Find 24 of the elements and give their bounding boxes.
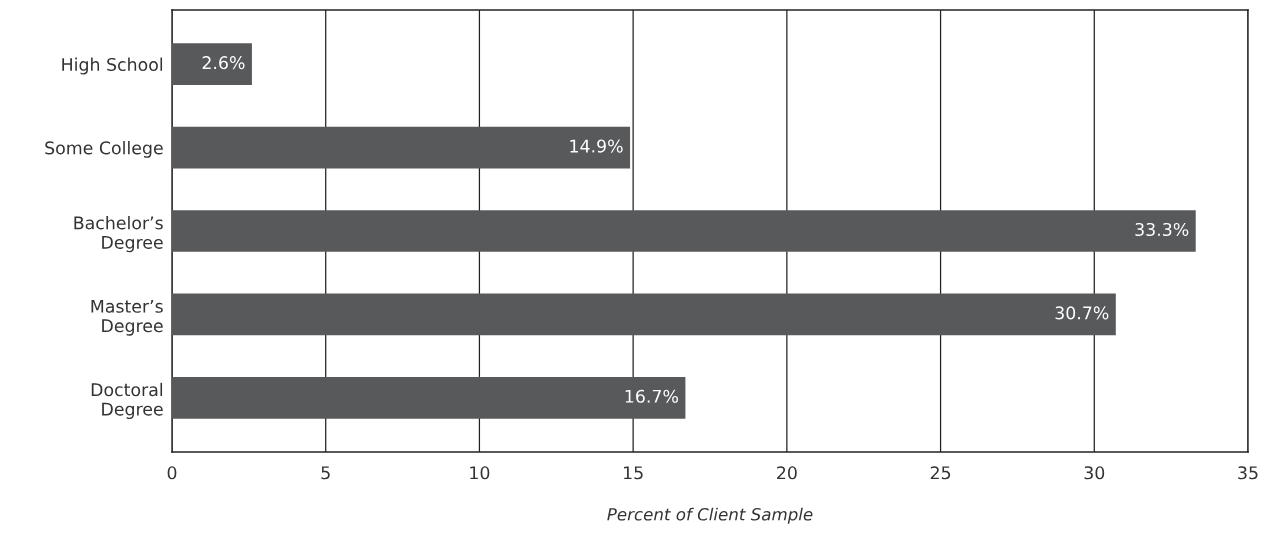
- data-label: 2.6%: [202, 56, 245, 70]
- bar: [172, 293, 1116, 336]
- x-tick-label: 15: [624, 466, 643, 480]
- data-label: 33.3%: [1135, 222, 1189, 237]
- data-label: 14.9%: [570, 139, 623, 153]
- y-tick-label: Doctoral Degree: [91, 382, 163, 420]
- bar: [172, 126, 631, 169]
- data-label: 30.7%: [1055, 306, 1109, 320]
- x-tick-label: 5: [321, 466, 330, 480]
- x-tick-label: 20: [777, 466, 797, 480]
- y-tick-label: High School: [62, 57, 163, 75]
- y-tick-label: Some College: [45, 141, 163, 158]
- y-tick-label: Master’s Degree: [91, 299, 163, 336]
- x-tick-label: 25: [930, 466, 951, 480]
- x-tick-label: 30: [1084, 466, 1105, 480]
- bar: [172, 43, 252, 86]
- data-label: 16.7%: [625, 389, 678, 403]
- x-tick-label: 35: [1238, 466, 1258, 480]
- bar: [172, 376, 686, 419]
- x-axis-title: Percent of Client Sample: [607, 507, 813, 524]
- y-tick-label: Bachelor’s Degree: [74, 216, 163, 253]
- x-tick-label: 0: [167, 466, 177, 480]
- x-tick-label: 10: [470, 466, 490, 480]
- bar: [172, 210, 1196, 252]
